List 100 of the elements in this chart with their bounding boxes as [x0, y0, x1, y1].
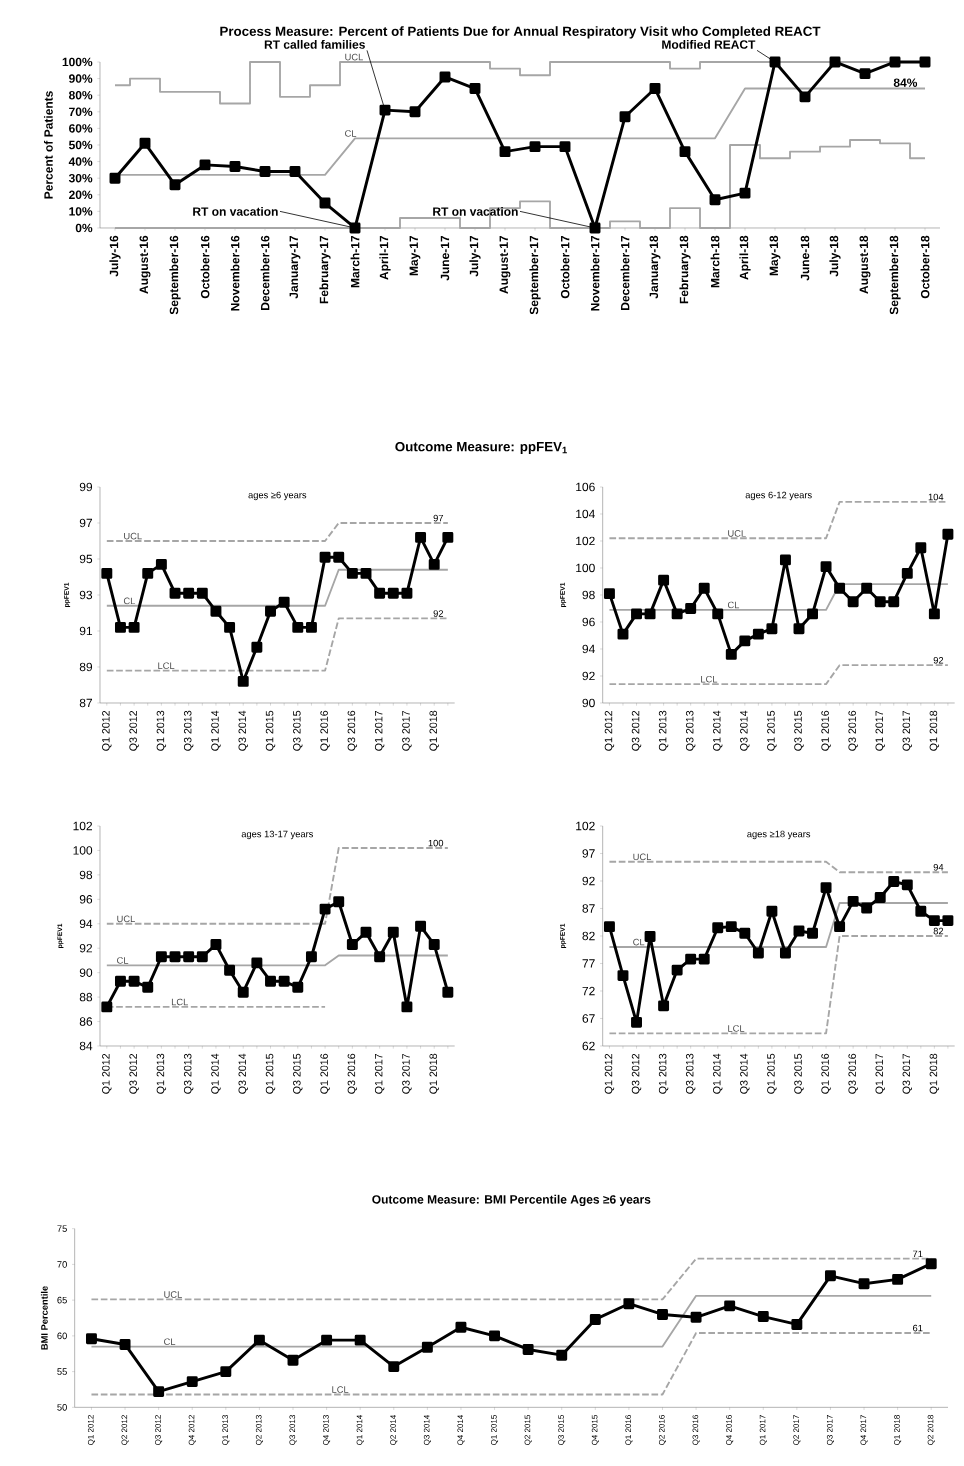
x-tick-label: Q3 2017 — [402, 710, 412, 751]
point — [928, 915, 940, 927]
x-tick-label: July-16 — [109, 235, 121, 277]
y-tick-label: 72 — [582, 986, 595, 996]
point — [529, 141, 541, 153]
x-tick-label: Q1 2015 — [491, 1415, 499, 1446]
x-tick-label: Q1 2016 — [821, 1053, 831, 1094]
point — [169, 951, 181, 963]
y-tick-label: 96 — [79, 895, 93, 904]
x-tick-label: November-17 — [590, 235, 600, 311]
x-tick-label: Q3 2012 — [631, 1053, 642, 1094]
point — [874, 596, 886, 608]
y-axis-title: Percent of Patients — [43, 91, 53, 199]
point — [155, 951, 167, 963]
point — [253, 1334, 265, 1346]
x-tick-label: Q3 2016 — [848, 710, 858, 751]
x-tick-label: Q1 2014 — [713, 710, 723, 751]
point — [724, 1300, 736, 1312]
point — [617, 628, 629, 640]
x-tick-label: Q2 2014 — [390, 1414, 398, 1446]
x-tick-label: Q1 2017 — [875, 710, 885, 751]
point — [888, 876, 900, 888]
x-tick-label: Q3 2016 — [347, 1053, 358, 1094]
point — [237, 675, 249, 687]
point — [210, 605, 222, 617]
point — [387, 926, 399, 938]
x-tick-label: August-17 — [499, 235, 511, 294]
x-tick-label: Q1 2018 — [929, 710, 940, 751]
x-tick-label: August-16 — [139, 235, 151, 294]
point — [278, 596, 290, 608]
series-label: LCL — [332, 1386, 349, 1393]
point — [631, 608, 642, 620]
y-tick-label: 96 — [582, 617, 595, 627]
point — [829, 56, 841, 68]
point — [901, 879, 913, 891]
y-tick-label: 94 — [582, 644, 595, 654]
point — [698, 582, 710, 594]
x-tick-label: Q1 2017 — [759, 1415, 767, 1446]
y-tick-label: 87 — [79, 698, 93, 708]
y-tick-label: 60% — [69, 124, 93, 133]
point — [229, 161, 241, 173]
point — [251, 957, 263, 969]
y-tick-label: 0% — [75, 223, 93, 233]
x-tick-label: June-18 — [800, 235, 810, 281]
series-label: UCL — [345, 53, 363, 61]
point — [379, 104, 391, 116]
point — [169, 587, 181, 599]
x-tick-label: Q1 2014 — [356, 1414, 364, 1446]
point — [522, 1343, 534, 1355]
annotation: Modified REACT — [662, 39, 756, 49]
point — [861, 582, 873, 594]
x-tick-label: Q3 2014 — [740, 710, 750, 751]
point — [589, 1313, 601, 1325]
x-tick-label: Q4 2014 — [457, 1414, 465, 1446]
x-tick-label: January-17 — [289, 235, 301, 299]
x-tick-label: Q1 2016 — [821, 710, 831, 751]
x-tick-label: March-18 — [710, 235, 720, 288]
point — [766, 905, 778, 917]
series-label: UCL — [728, 530, 746, 537]
x-tick-label: Q1 2014 — [713, 1053, 723, 1094]
point — [685, 953, 697, 965]
annotation: 97 — [433, 514, 444, 522]
point — [265, 975, 276, 987]
y-tick-label: 10% — [69, 207, 93, 216]
point — [942, 528, 954, 540]
point — [101, 567, 113, 579]
y-tick-label: 94 — [79, 919, 93, 929]
chart-subtitle: ages 6-12 years — [745, 491, 812, 501]
point — [349, 222, 361, 234]
point — [739, 187, 751, 199]
point — [305, 951, 317, 963]
point — [346, 939, 358, 951]
point — [679, 146, 691, 158]
y-tick-label: 55 — [57, 1368, 67, 1375]
point — [319, 197, 331, 209]
point — [919, 56, 931, 68]
x-tick-label: Q3 2016 — [692, 1415, 700, 1446]
y-tick-label: 90% — [69, 74, 93, 83]
y-tick-label: 80% — [68, 90, 93, 100]
point — [128, 975, 140, 987]
point — [489, 1330, 501, 1342]
x-tick-label: Q1 2013 — [156, 1053, 167, 1094]
point — [834, 921, 846, 933]
x-tick-label: Q3 2015 — [794, 1053, 804, 1094]
y-axis-title: BMI Percentile — [40, 1286, 48, 1350]
x-tick-label: Q3 2017 — [902, 1053, 913, 1094]
x-tick-label: Q1 2012 — [604, 710, 615, 751]
point — [186, 1376, 198, 1388]
point — [442, 531, 454, 543]
point — [861, 902, 873, 914]
point — [199, 159, 211, 171]
x-tick-label: Q2 2018 — [927, 1415, 935, 1446]
annotation: 82 — [933, 927, 944, 935]
x-tick-label: Q1 2013 — [222, 1415, 230, 1446]
point — [259, 166, 271, 178]
point — [556, 1349, 568, 1361]
y-tick-label: 89 — [79, 662, 93, 672]
y-tick-label: 30% — [68, 173, 93, 183]
point — [915, 905, 927, 917]
point — [119, 1338, 131, 1350]
